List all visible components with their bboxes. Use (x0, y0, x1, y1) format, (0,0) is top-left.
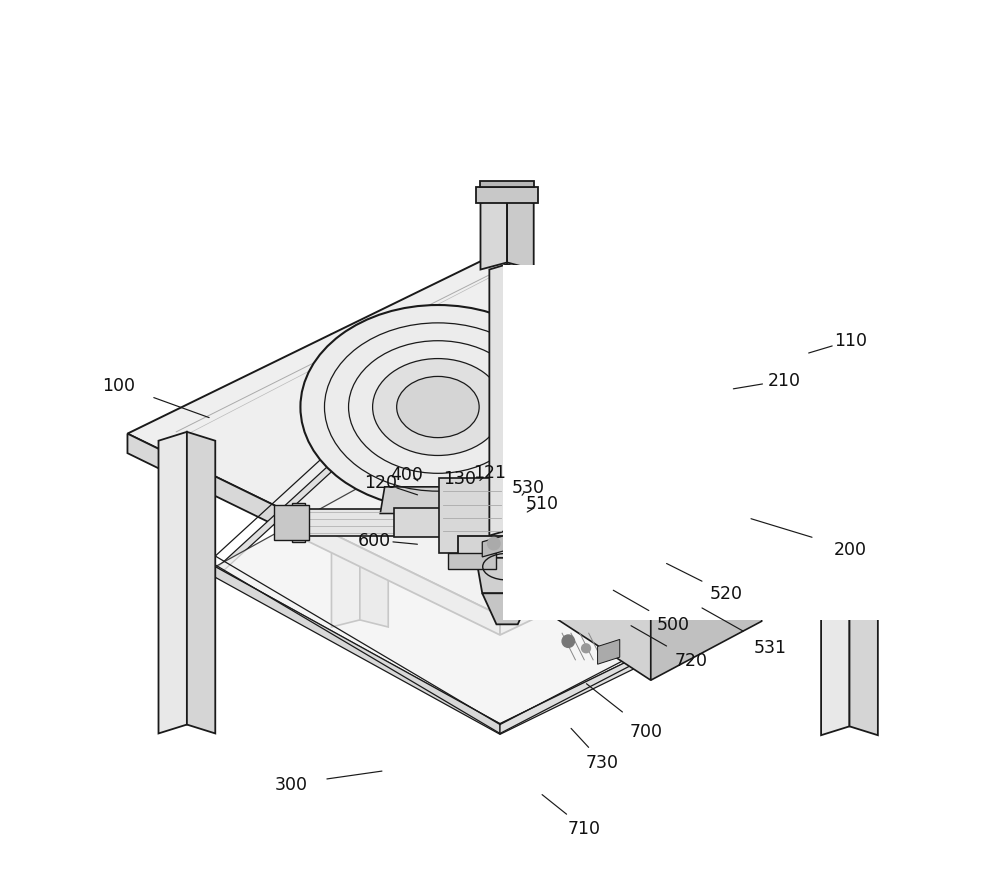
Polygon shape (159, 432, 187, 734)
Polygon shape (331, 328, 360, 627)
Polygon shape (439, 478, 505, 554)
Text: 120: 120 (364, 474, 397, 492)
Polygon shape (489, 265, 507, 536)
Text: 110: 110 (834, 332, 867, 350)
Ellipse shape (300, 306, 575, 509)
Polygon shape (640, 328, 669, 627)
Ellipse shape (685, 474, 815, 563)
Polygon shape (274, 505, 309, 540)
Polygon shape (127, 434, 500, 635)
Circle shape (488, 538, 500, 550)
Text: 210: 210 (767, 372, 800, 390)
Polygon shape (127, 253, 881, 616)
Polygon shape (500, 567, 821, 734)
Polygon shape (849, 434, 878, 735)
Polygon shape (540, 505, 711, 543)
Polygon shape (540, 483, 762, 583)
Polygon shape (507, 197, 534, 270)
Ellipse shape (397, 377, 479, 439)
Polygon shape (528, 492, 543, 563)
Text: 531: 531 (754, 638, 787, 656)
Polygon shape (821, 434, 849, 735)
Text: 730: 730 (586, 753, 619, 771)
Polygon shape (514, 501, 530, 524)
Circle shape (582, 644, 590, 653)
Text: 510: 510 (526, 494, 559, 512)
Text: 300: 300 (275, 775, 308, 793)
Polygon shape (480, 197, 507, 270)
Polygon shape (602, 536, 633, 554)
Polygon shape (305, 509, 518, 536)
Polygon shape (482, 536, 504, 557)
Text: 130: 130 (444, 470, 477, 487)
Polygon shape (697, 564, 803, 585)
Polygon shape (380, 487, 496, 514)
Polygon shape (482, 594, 532, 625)
Polygon shape (507, 265, 525, 536)
Polygon shape (394, 509, 473, 537)
Polygon shape (448, 554, 496, 570)
Polygon shape (215, 463, 331, 579)
Text: 520: 520 (710, 585, 743, 602)
Polygon shape (360, 328, 388, 627)
Text: 600: 600 (357, 532, 391, 549)
Circle shape (562, 635, 575, 648)
Text: 530: 530 (512, 478, 545, 496)
Polygon shape (598, 640, 620, 664)
Polygon shape (669, 328, 697, 627)
Polygon shape (543, 518, 637, 549)
Text: 121: 121 (473, 463, 506, 481)
Text: 710: 710 (568, 820, 601, 837)
Polygon shape (476, 188, 538, 204)
Text: 400: 400 (390, 465, 423, 483)
Text: 720: 720 (674, 651, 707, 669)
Polygon shape (187, 432, 215, 734)
Polygon shape (503, 266, 943, 620)
Text: 100: 100 (102, 377, 135, 394)
Text: 500: 500 (656, 616, 689, 633)
Ellipse shape (373, 359, 503, 456)
Polygon shape (651, 525, 762, 680)
Text: 200: 200 (834, 540, 867, 558)
Polygon shape (458, 536, 556, 558)
Text: 700: 700 (630, 722, 663, 740)
Polygon shape (215, 410, 821, 724)
Polygon shape (476, 558, 538, 594)
Polygon shape (292, 503, 305, 542)
Polygon shape (215, 567, 500, 734)
Polygon shape (480, 182, 534, 188)
Polygon shape (500, 434, 881, 635)
Polygon shape (640, 463, 878, 580)
Ellipse shape (736, 509, 764, 528)
Polygon shape (540, 510, 651, 680)
